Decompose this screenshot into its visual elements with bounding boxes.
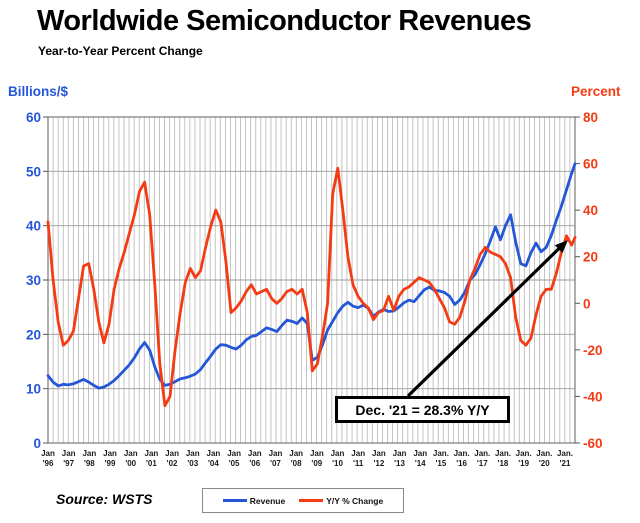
yy-change-line-swatch: [299, 498, 324, 503]
x-axis-label-month: Jan: [124, 449, 138, 458]
legend-item-yy-change: Y/Y % Change: [299, 496, 383, 506]
right-axis-tick-label: 60: [583, 157, 598, 172]
x-axis-label-year: '15: [436, 459, 447, 468]
x-axis-label-month: Jan: [351, 449, 365, 458]
left-axis-tick-label: 30: [26, 273, 41, 288]
x-axis-label-month: Jan.: [516, 449, 532, 458]
x-axis-label-year: '97: [63, 459, 74, 468]
left-axis-title: Billions/$: [8, 84, 69, 99]
x-axis-label-year: '18: [498, 459, 509, 468]
x-axis-label-year: '17: [477, 459, 488, 468]
revenue-line-swatch: [222, 498, 247, 503]
yy-change-line: [46, 166, 577, 408]
x-axis-label-month: Jan: [248, 449, 262, 458]
annotation-arrow: [406, 247, 561, 398]
x-axis-label-month: Jan.: [557, 449, 573, 458]
x-axis-label-month: Jan: [227, 449, 241, 458]
x-axis-label-month: Jan: [207, 449, 221, 458]
x-axis-label-month: Jan: [82, 449, 96, 458]
x-axis-label-year: '04: [208, 459, 219, 468]
x-axis-label-year: '11: [353, 459, 364, 468]
x-axis-label-month: Jan: [331, 449, 345, 458]
x-axis-label-month: Jan: [372, 449, 386, 458]
x-axis-label-month: Jan: [186, 449, 200, 458]
page-title: Worldwide Semiconductor Revenues: [37, 5, 532, 37]
x-axis-label-month: Jan.: [495, 449, 511, 458]
x-axis-label-month: Jan.: [454, 449, 470, 458]
x-axis-label-year: '98: [84, 459, 95, 468]
x-axis-label-year: '16: [456, 459, 467, 468]
legend-label-yy-change: Y/Y % Change: [326, 495, 384, 506]
annotation-text: Dec. '21 = 28.3% Y/Y: [355, 401, 490, 418]
x-axis-label-year: '14: [415, 459, 426, 468]
legend-label-revenue: Revenue: [249, 495, 286, 506]
right-axis-tick-label: -20: [583, 343, 603, 358]
legend-item-revenue: Revenue: [222, 495, 286, 506]
left-axis-tick-label: 60: [26, 110, 41, 125]
x-axis-label-month: Jan.: [474, 449, 490, 458]
x-axis-label-month: Jan: [393, 449, 407, 458]
left-axis-tick-label: 40: [26, 219, 41, 234]
x-axis-label-month: Jan: [310, 449, 324, 458]
left-axis-tick-label: 50: [26, 164, 41, 179]
x-axis-label-month: Jan: [145, 449, 159, 458]
right-axis-tick-label: 40: [583, 203, 598, 218]
x-axis-label-month: Jan.: [433, 449, 449, 458]
left-axis-tick-label: 0: [33, 436, 41, 451]
right-axis-tick-label: -40: [583, 389, 603, 404]
x-axis-label-year: '09: [311, 459, 322, 468]
page-subtitle: Year-to-Year Percent Change: [38, 44, 203, 58]
x-axis-label-year: '00: [125, 459, 136, 468]
right-axis-tick-label: -60: [583, 436, 603, 451]
x-axis-label-year: '99: [105, 459, 116, 468]
annotation-box: Dec. '21 = 28.3% Y/Y: [335, 396, 510, 423]
x-axis-label-year: '03: [187, 459, 198, 468]
x-axis-label-month: Jan: [413, 449, 427, 458]
x-axis-label-year: '02: [167, 459, 178, 468]
x-axis-label-year: '21: [560, 459, 571, 468]
x-axis-label-month: Jan: [103, 449, 117, 458]
x-axis-label-month: Jan: [165, 449, 179, 458]
right-axis-title: Percent: [571, 84, 621, 99]
source-text: Source: WSTS: [56, 491, 153, 507]
x-axis-label-year: '19: [518, 459, 529, 468]
left-axis-tick-label: 20: [26, 327, 41, 342]
x-axis-label-year: '05: [229, 459, 240, 468]
legend: Revenue Y/Y % Change: [202, 488, 404, 513]
x-axis-label-month: Jan.: [536, 449, 552, 458]
right-axis-tick-label: 80: [583, 110, 598, 125]
annotation-arrowhead: [554, 240, 568, 253]
x-axis-label-month: Jan: [41, 449, 55, 458]
x-axis-label-month: Jan: [62, 449, 76, 458]
right-axis-tick-label: 20: [583, 250, 598, 265]
x-axis-label-year: '01: [146, 459, 157, 468]
x-axis-label-year: '13: [394, 459, 405, 468]
x-axis-label-year: '96: [43, 459, 54, 468]
x-axis-label-year: '08: [291, 459, 302, 468]
right-axis-tick-label: 0: [583, 296, 591, 311]
x-axis-label-year: '20: [539, 459, 550, 468]
x-axis-label-year: '06: [249, 459, 260, 468]
x-axis-label-month: Jan: [269, 449, 283, 458]
x-axis-label-year: '12: [373, 459, 384, 468]
x-axis-label-month: Jan: [289, 449, 303, 458]
x-axis-label-year: '07: [270, 459, 281, 468]
x-axis-label-year: '10: [332, 459, 343, 468]
left-axis-tick-label: 10: [26, 382, 41, 397]
